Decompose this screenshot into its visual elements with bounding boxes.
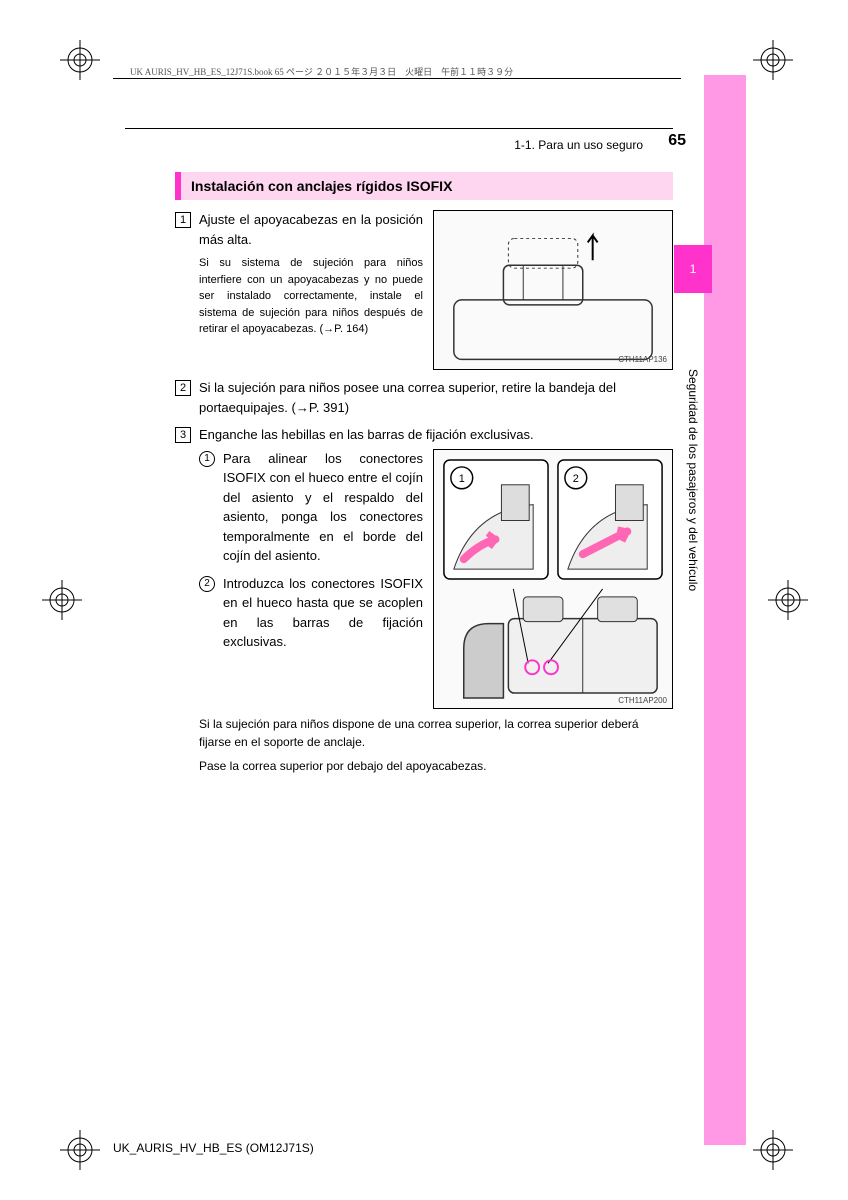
figure-isofix: 1 2 CTH11AP200 (433, 449, 673, 709)
note-text: Si la sujeción para niños dispone de una… (199, 715, 673, 751)
top-rule (125, 128, 673, 129)
figure-id: CTH11AP200 (618, 696, 667, 705)
step-text: Si la sujeción para niños posee una corr… (199, 378, 673, 417)
side-title: Seguridad de los pasajeros y del vehícul… (674, 310, 712, 650)
substep-1: 1 Para alinear los conectores ISOFIX con… (199, 449, 423, 566)
step-number: 3 (175, 427, 191, 443)
chapter-tab: 1 (674, 245, 712, 293)
crop-mark (42, 580, 82, 620)
note-text: Pase la correa superior por debajo del a… (199, 757, 673, 775)
step-text: Enganche las hebillas en las barras de f… (199, 425, 673, 445)
step-note: Si su sistema de sujeción para niños int… (199, 255, 423, 338)
step-number: 1 (175, 212, 191, 228)
print-header: UK AURIS_HV_HB_ES_12J71S.book 65 ページ ２０１… (130, 65, 513, 78)
step-2: 2 Si la sujeción para niños posee una co… (175, 378, 673, 417)
step-3: 3 Enganche las hebillas en las barras de… (175, 425, 673, 445)
crop-mark (753, 40, 793, 80)
main-content: Instalación con anclajes rígidos ISOFIX … (175, 172, 673, 775)
substep-number: 2 (199, 576, 215, 592)
step-1: 1 Ajuste el apoyacabezas en la posición … (175, 210, 673, 370)
substep-text: Introduzca los conectores ISOFIX en el h… (223, 574, 423, 652)
step-number: 2 (175, 380, 191, 396)
substep-number: 1 (199, 451, 215, 467)
section-heading: Instalación con anclajes rígidos ISOFIX (175, 172, 673, 200)
svg-text:2: 2 (573, 472, 579, 484)
section-label: 1-1. Para un uso seguro (514, 138, 643, 152)
svg-text:1: 1 (459, 472, 465, 484)
page-number: 65 (668, 132, 686, 150)
footer-doc-id: UK_AURIS_HV_HB_ES (OM12J71S) (113, 1141, 314, 1155)
substep-2: 2 Introduzca los conectores ISOFIX en el… (199, 574, 423, 652)
side-title-text: Seguridad de los pasajeros y del vehícul… (686, 369, 700, 591)
crop-mark (768, 580, 808, 620)
crop-mark (60, 40, 100, 80)
crop-mark (60, 1130, 100, 1170)
step-text: Ajuste el apoyacabezas en la posición má… (199, 212, 423, 247)
crop-mark (753, 1130, 793, 1170)
figure-headrest: CTH11AP136 (433, 210, 673, 370)
figure-id: CTH11AP136 (618, 354, 667, 366)
substep-text: Para alinear los conectores ISOFIX con e… (223, 449, 423, 566)
header-rule (113, 78, 681, 79)
